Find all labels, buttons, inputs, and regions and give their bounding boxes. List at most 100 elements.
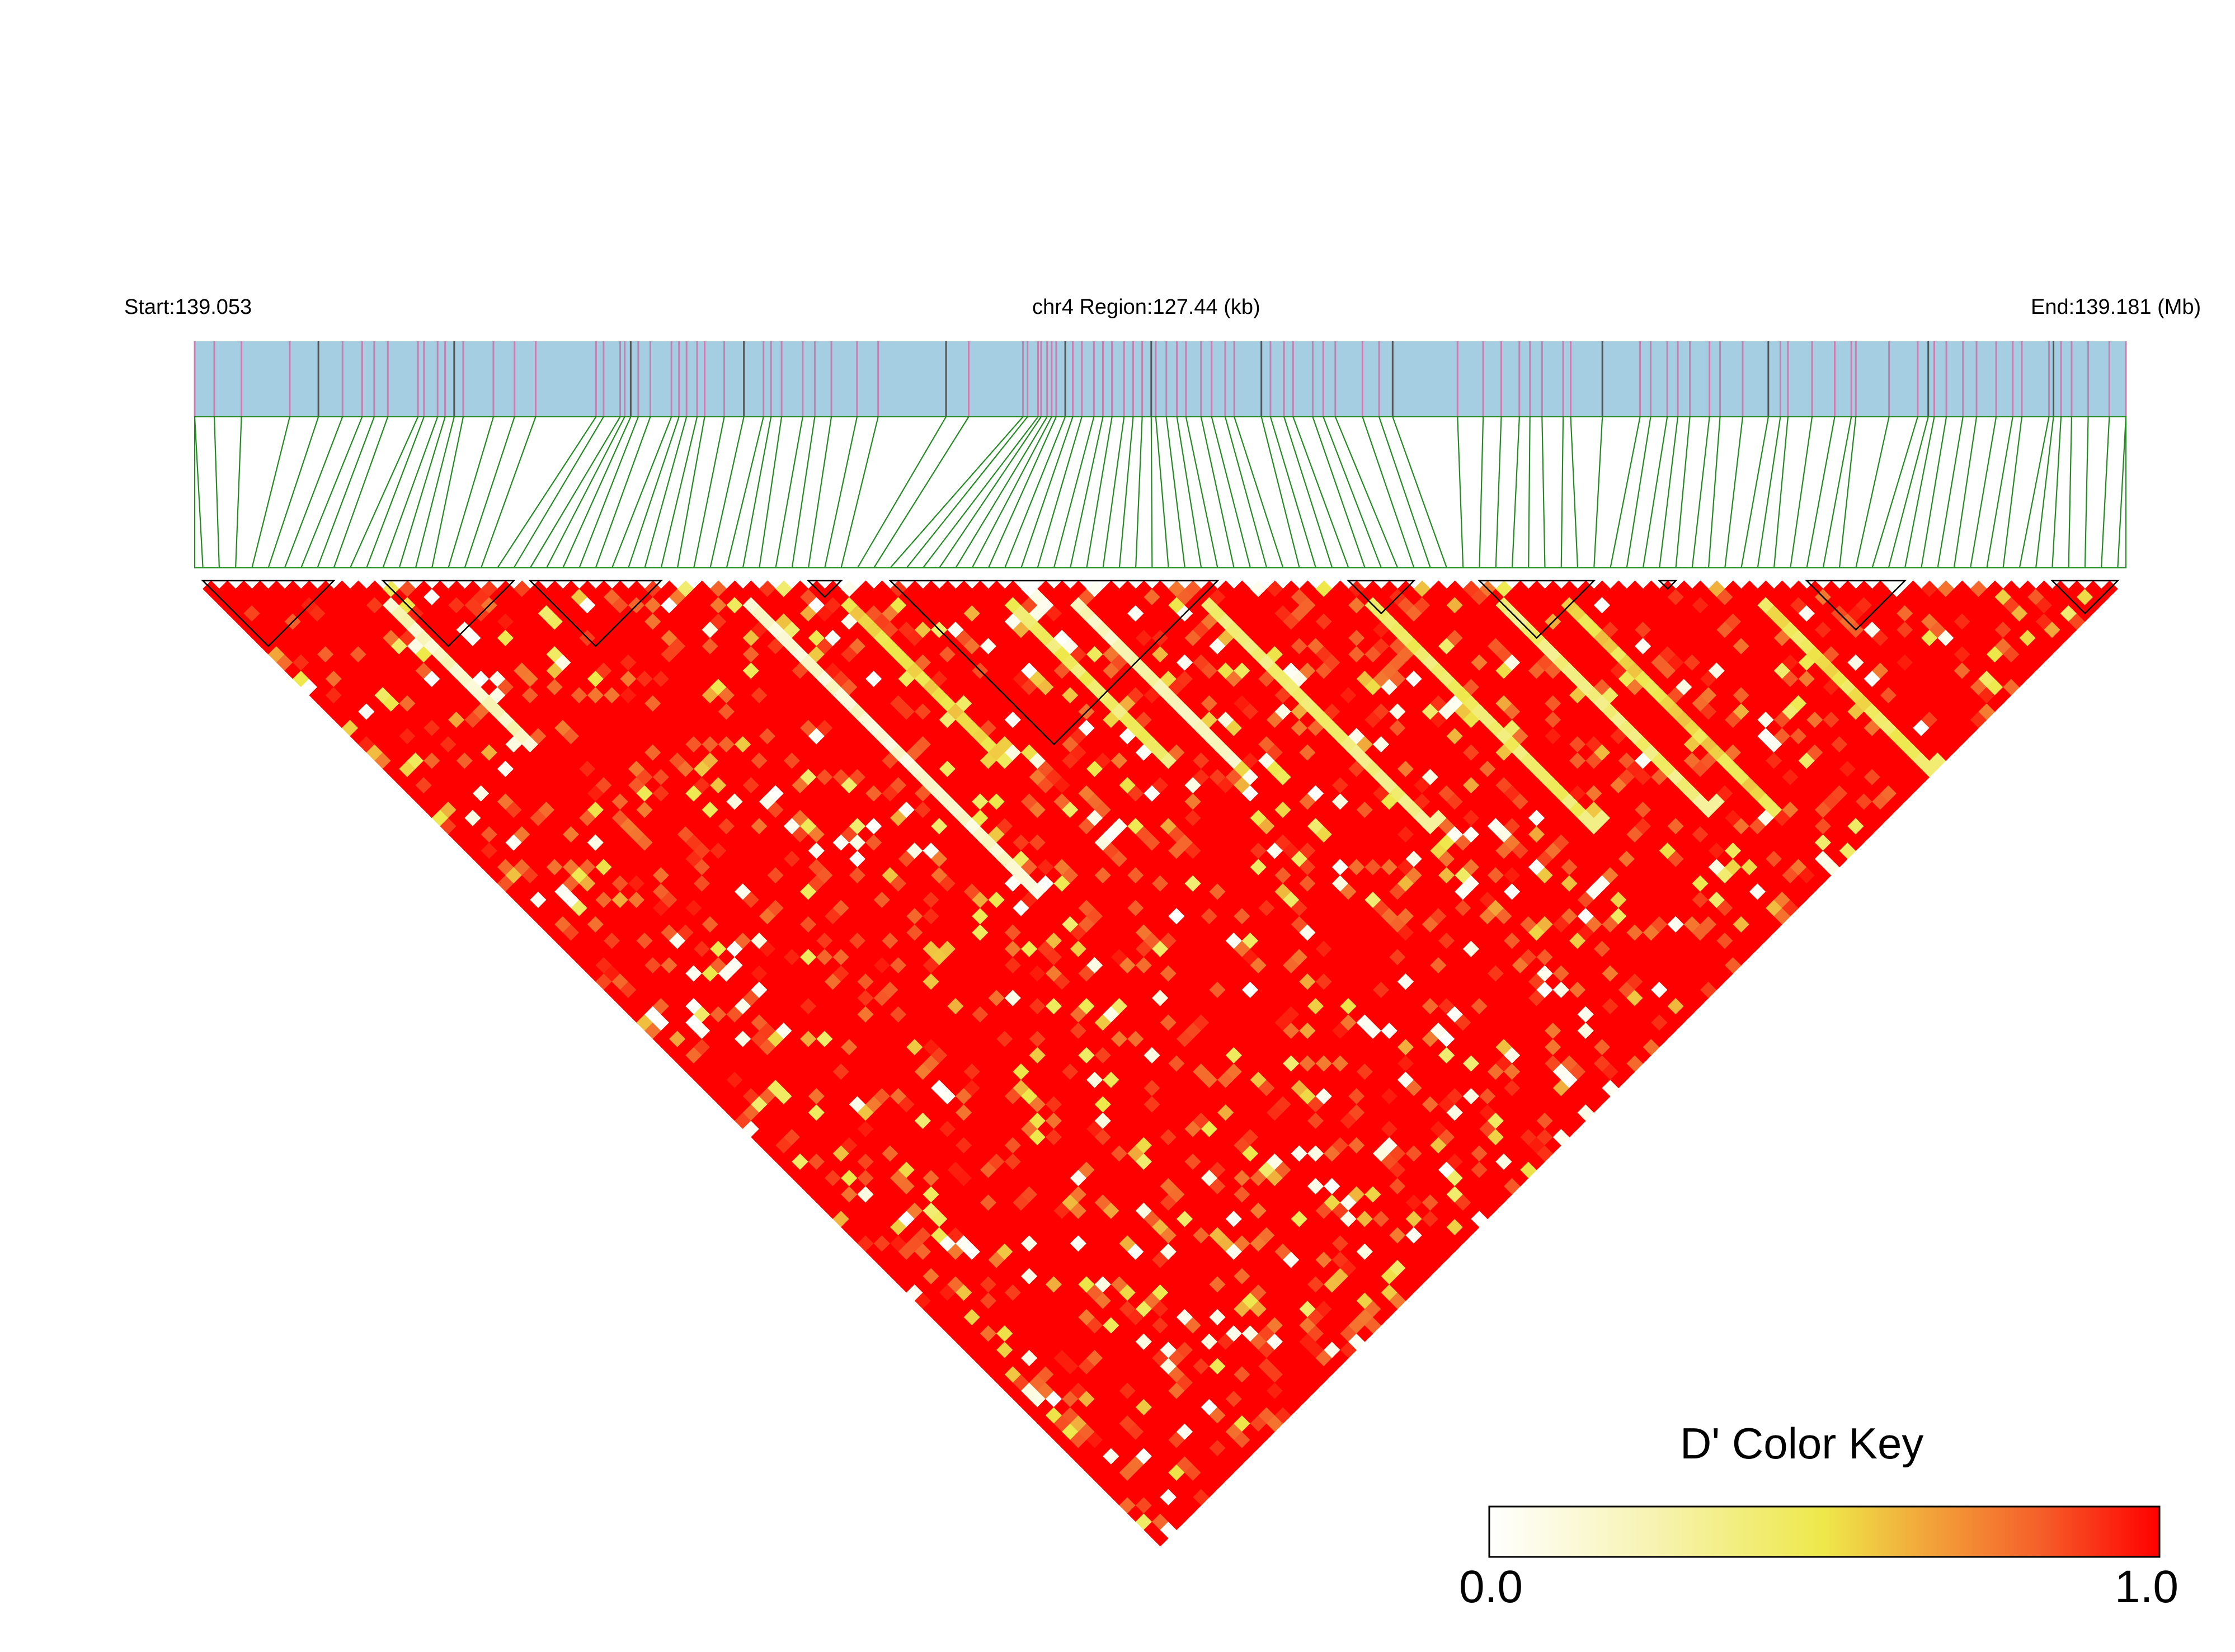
snp-connector: [333, 416, 389, 568]
snp-connector: [1773, 416, 1789, 568]
snp-connector: [1707, 416, 1721, 568]
snp-connector: [1511, 416, 1520, 568]
snp-connector: [1378, 416, 1431, 568]
snp-connector: [1135, 416, 1143, 568]
snp-connector: [1150, 416, 1153, 568]
snp-connector: [2052, 416, 2062, 568]
snp-connector: [1593, 416, 1603, 568]
snp-connector: [480, 416, 537, 568]
snp-connector: [251, 416, 290, 568]
snp-connector: [1283, 416, 1333, 568]
snp-connector: [1937, 416, 1964, 568]
snp-connector: [1953, 416, 1978, 568]
snp-connector: [595, 416, 651, 568]
snp-connector: [611, 416, 672, 568]
snp-connector: [906, 416, 1028, 568]
snp-connector: [1102, 416, 1125, 568]
snp-connector: [1570, 416, 1579, 568]
snp-connector: [709, 416, 745, 568]
snp-connector: [1675, 416, 1691, 568]
snp-connector: [1176, 416, 1202, 568]
snp-connector: [317, 416, 375, 568]
snp-connector: [1528, 416, 1531, 568]
snp-connector: [1155, 416, 1169, 568]
snp-connector: [791, 416, 816, 568]
snp-tick-layer: [194, 341, 2127, 417]
snp-connector: [1806, 416, 1836, 568]
snp-connector: [1165, 416, 1185, 568]
snp-connector: [890, 416, 1024, 568]
snp-connector: [1560, 416, 1564, 568]
snp-connector: [415, 416, 455, 568]
snp-connector: [1659, 416, 1679, 568]
snp-connector: [775, 416, 803, 568]
snp-connector: [267, 416, 319, 568]
snp-connector: [1904, 416, 1935, 568]
snp-connector: [366, 416, 425, 568]
snp-connector: [660, 416, 698, 568]
snp-connector: [1118, 416, 1134, 568]
snp-connector: [497, 416, 597, 568]
snp-connector: [1211, 416, 1251, 568]
snp-connector: [1334, 416, 1399, 568]
snp-connector: [1740, 416, 1769, 568]
snp-connector: [1070, 416, 1104, 568]
snp-connector: [349, 416, 419, 568]
snp-connector: [562, 416, 632, 568]
snp-connector: [448, 416, 495, 568]
snp-connector: [1269, 416, 1316, 568]
snp-connector: [1757, 416, 1781, 568]
snp-connector: [300, 416, 363, 568]
snp-connector: [1037, 416, 1083, 568]
snp-connector: [955, 416, 1048, 568]
snp-connector: [1642, 416, 1668, 568]
snp-connector: [578, 416, 639, 568]
snp-connector: [1970, 416, 1997, 568]
snp-connector: [1312, 416, 1366, 568]
snp-connector: [1260, 416, 1300, 568]
snp-connector: [693, 416, 725, 568]
snp-connector: [840, 416, 879, 568]
snp-connector-layer: [194, 416, 2127, 568]
snp-connector: [1479, 416, 1484, 568]
snp-connector: [824, 416, 858, 568]
snp-connector: [1790, 416, 1813, 568]
ld-cell-layer: [203, 580, 2118, 1547]
snp-connector: [1986, 416, 2013, 568]
snp-connector: [1200, 416, 1235, 568]
snp-connector: [1185, 416, 1218, 568]
snp-connector: [2117, 416, 2127, 568]
chromosome-track: [195, 341, 2126, 417]
snp-connector: [726, 416, 764, 568]
snp-connector: [2035, 416, 2054, 568]
snp-connector: [2018, 416, 2050, 568]
snp-connector: [807, 416, 832, 568]
snp-connector: [529, 416, 621, 568]
snp-connector: [1724, 416, 1744, 568]
snp-connector: [1004, 416, 1066, 568]
snp-connector: [1020, 416, 1074, 568]
snp-connector: [2002, 416, 2023, 568]
snp-connector: [1457, 416, 1464, 568]
snp-connector: [644, 416, 688, 568]
snp-connector: [759, 416, 783, 568]
snp-connector: [628, 416, 680, 568]
connector-box: [194, 416, 2126, 568]
snp-connector: [2068, 416, 2073, 568]
snp-connector: [2101, 416, 2110, 568]
snp-connector: [284, 416, 344, 568]
snp-connector: [1626, 416, 1651, 568]
snp-connector: [1292, 416, 1349, 568]
snp-connector: [382, 416, 439, 568]
snp-connector: [873, 416, 970, 568]
snp-connector: [1495, 416, 1502, 568]
snp-connector: [1392, 416, 1447, 568]
snp-connector: [431, 416, 464, 568]
snp-connector: [1086, 416, 1113, 568]
snp-connector: [1541, 416, 1546, 568]
snp-connector: [545, 416, 625, 568]
snp-connector: [1362, 416, 1415, 568]
snp-connector: [1323, 416, 1382, 568]
snp-connector: [1822, 416, 1852, 568]
